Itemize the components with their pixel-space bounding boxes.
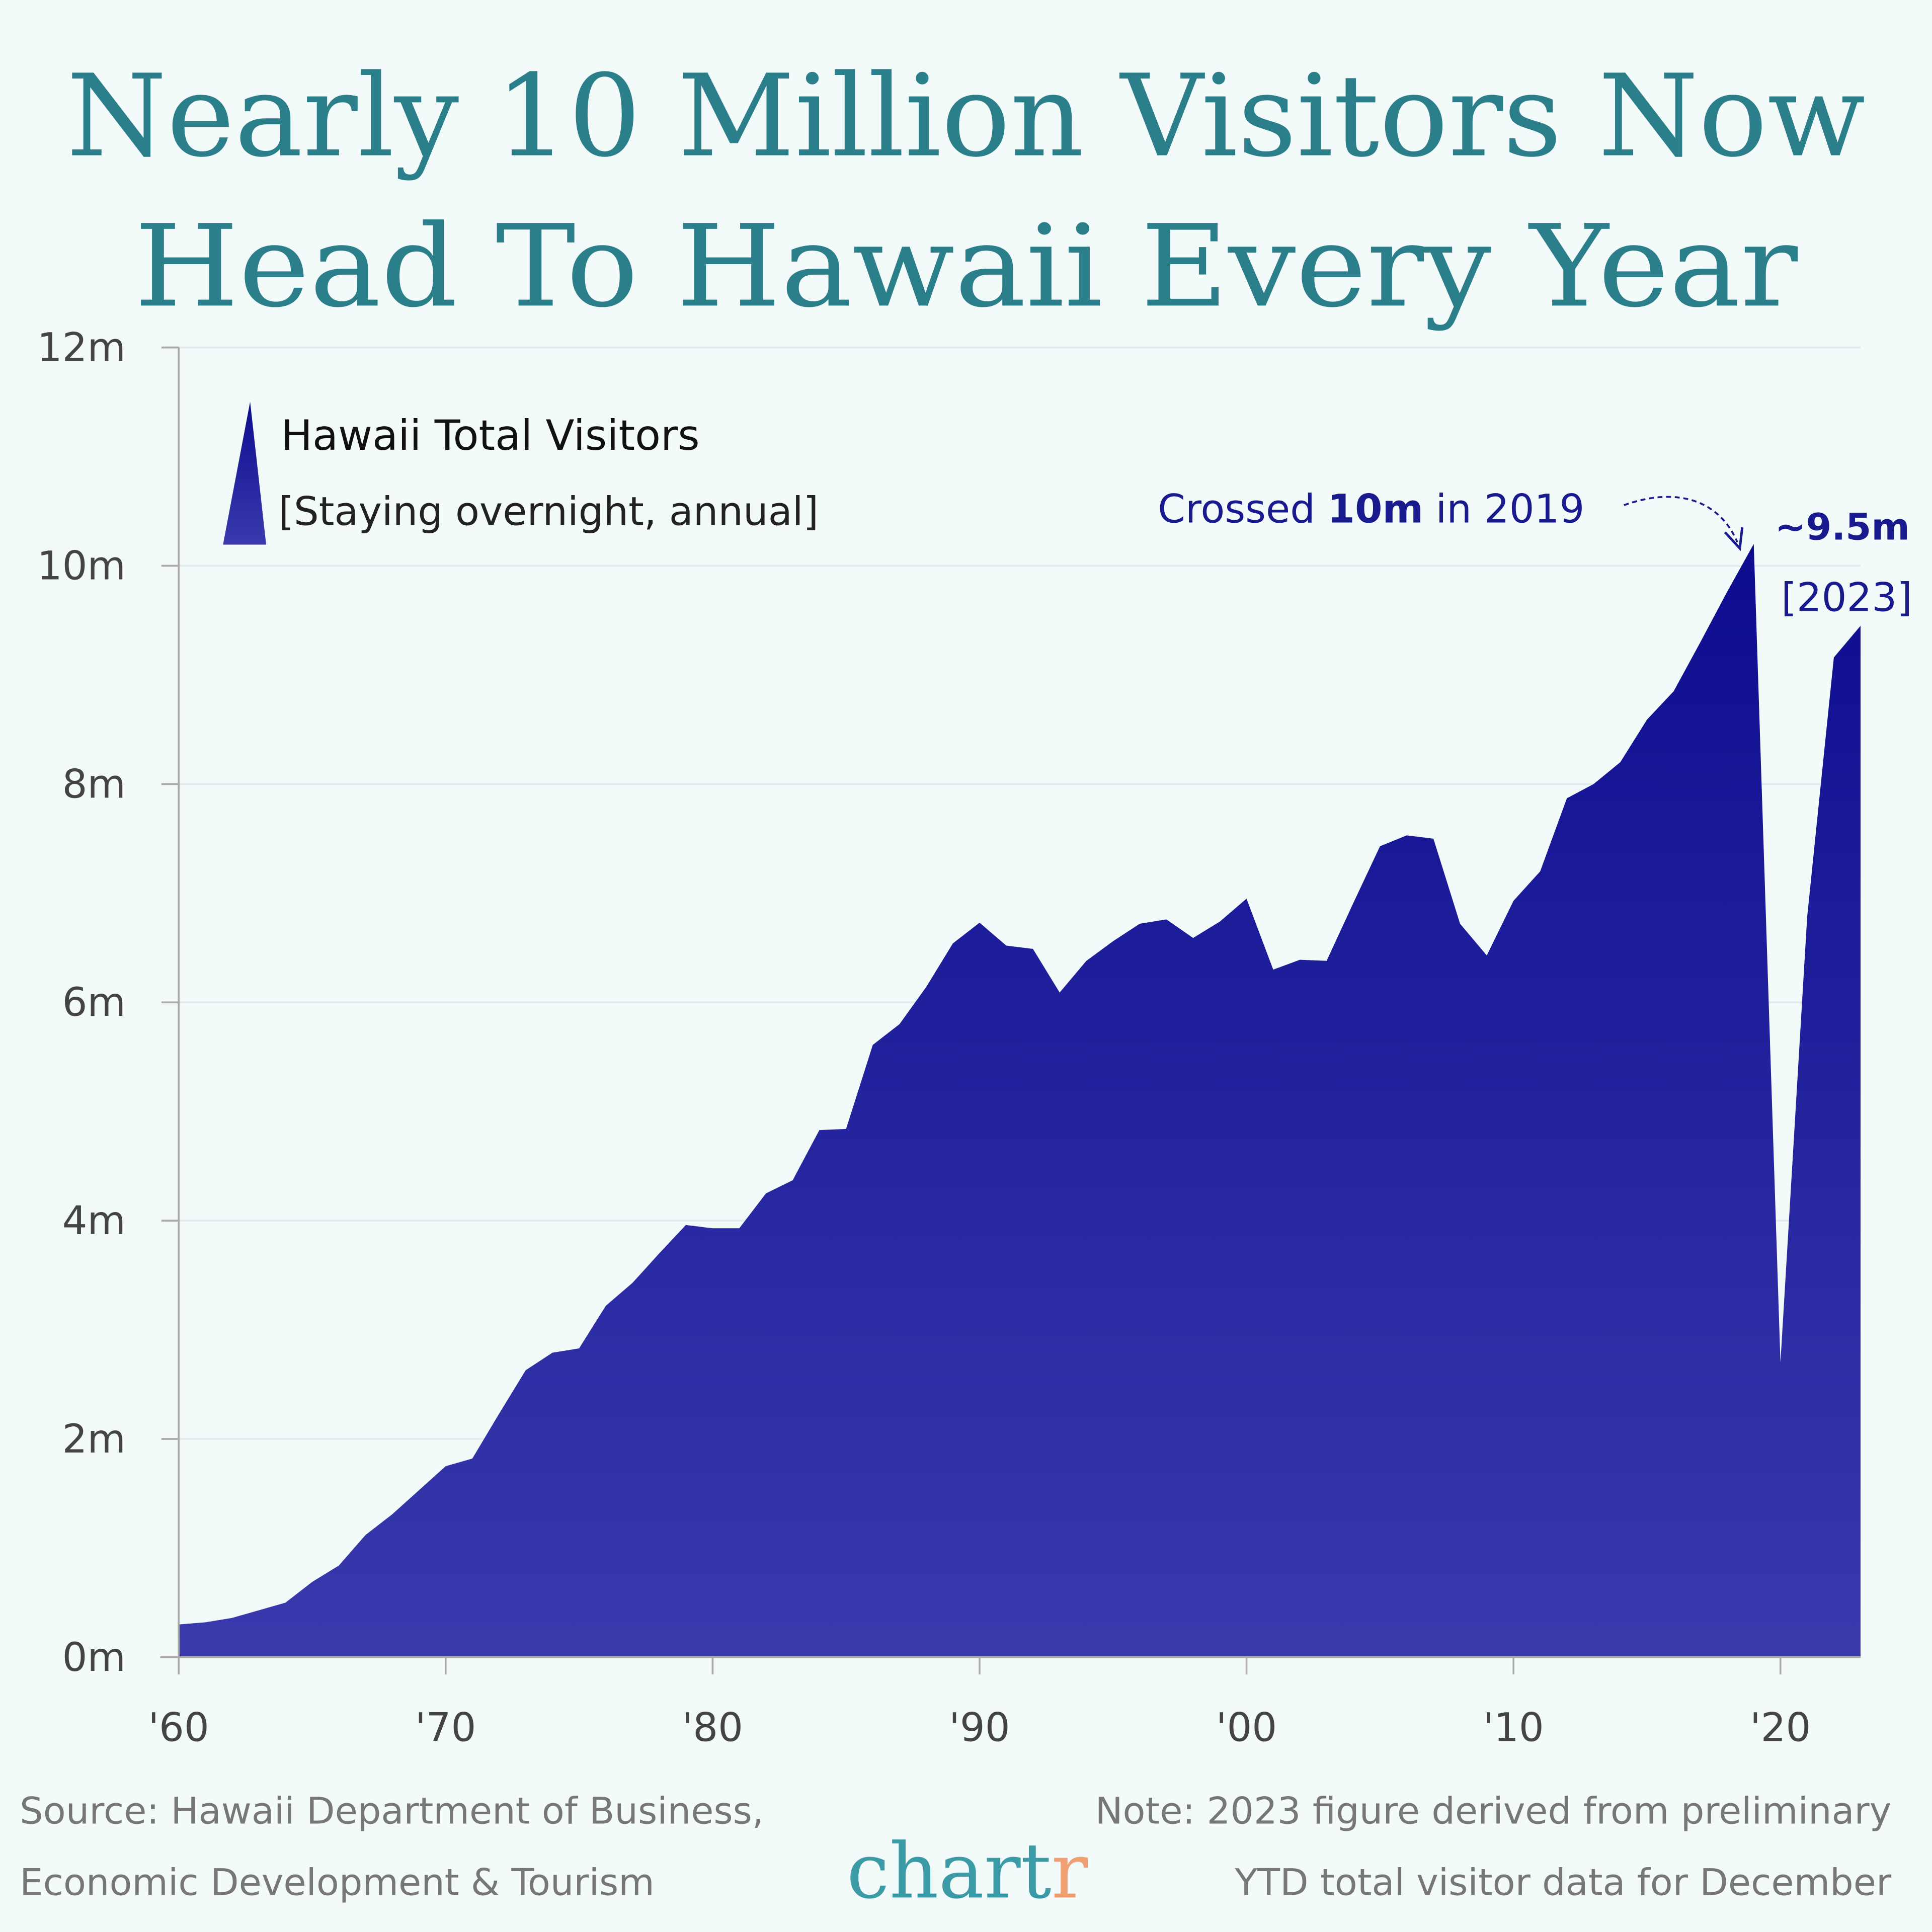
legend-icon xyxy=(223,401,266,545)
y-tick-label: 2m xyxy=(62,1416,126,1462)
annotation-text: 10m xyxy=(1327,486,1423,532)
y-tick-label: 6m xyxy=(62,980,126,1025)
annotation-arrowhead xyxy=(1724,527,1744,551)
annotation: Crossed 10m in 2019 xyxy=(1158,486,1584,532)
annotation-arrow xyxy=(1624,496,1738,543)
logo: chartr xyxy=(847,1826,1088,1915)
chart-title: Head To Hawaii Every Year xyxy=(134,201,1798,333)
logo-text: r xyxy=(1052,1826,1088,1915)
annotation-text: Crossed xyxy=(1158,486,1315,532)
x-tick-label: '60 xyxy=(148,1705,209,1750)
legend-note: [Staying overnight, annual] xyxy=(278,489,819,534)
annotation-text: in 2019 xyxy=(1436,486,1585,532)
y-tick-label: 0m xyxy=(62,1635,126,1680)
x-tick-label: '00 xyxy=(1216,1705,1277,1750)
x-tick-label: '90 xyxy=(949,1705,1010,1750)
chart-title: Nearly 10 Million Visitors Now xyxy=(66,51,1866,183)
note: YTD total visitor data for December xyxy=(1234,1862,1892,1904)
x-tick-label: '20 xyxy=(1750,1705,1811,1750)
note: Note: 2023 figure derived from prelimina… xyxy=(1095,1790,1892,1832)
end-label: ~9.5m xyxy=(1775,506,1910,549)
end-sublabel: [2023] xyxy=(1781,575,1912,621)
x-tick-label: '70 xyxy=(415,1705,476,1750)
x-tick-label: '80 xyxy=(682,1705,743,1750)
legend-label: Hawaii Total Visitors xyxy=(281,411,699,460)
area xyxy=(179,544,1861,1657)
y-tick-label: 4m xyxy=(62,1198,126,1244)
source: Economic Development & Tourism xyxy=(20,1862,655,1904)
y-tick-label: 10m xyxy=(37,543,126,589)
y-tick-label: 8m xyxy=(62,761,126,807)
x-tick-label: '10 xyxy=(1483,1705,1544,1750)
plot xyxy=(179,544,1861,1657)
source: Source: Hawaii Department of Business, xyxy=(20,1790,764,1832)
y-tick-label: 12m xyxy=(37,325,126,371)
logo-text: chart xyxy=(847,1826,1052,1915)
